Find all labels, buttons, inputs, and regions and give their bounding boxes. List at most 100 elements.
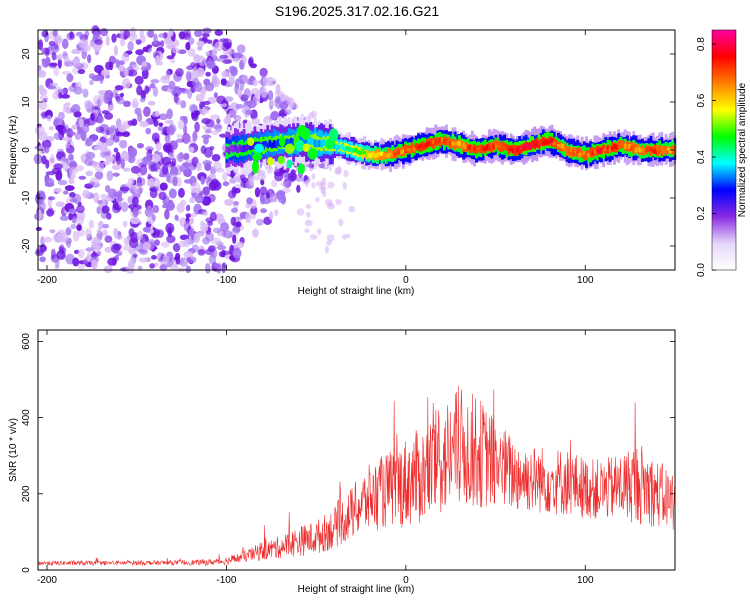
spectrogram-y-tick-label: 10 (21, 96, 32, 108)
spectrogram-noise-mark (239, 59, 244, 70)
spectrogram-y-tick-label: -10 (21, 190, 32, 205)
spectrogram-noise-mark (219, 54, 229, 59)
spectrogram-ridge-mark (537, 140, 541, 149)
spectrogram-noise-mark (243, 88, 251, 99)
spectrogram-ridge-mark (550, 137, 554, 143)
spectrogram-noise-mark (234, 78, 240, 89)
spectrogram-noise-mark (135, 49, 144, 56)
spectrogram-noise-mark (66, 73, 74, 83)
spectrogram-ridge-mark (376, 152, 380, 158)
spectrogram-noise-mark (155, 55, 160, 66)
spectrogram-ridge-mark (656, 146, 659, 151)
spectrogram-noise-mark (268, 99, 276, 107)
snr-panel: -200 -100 0 100 0 200 400 600 Height of straig… (8, 329, 676, 595)
spectrogram-noise-mark (120, 158, 125, 169)
spectrogram-y-tick-label: 0 (21, 147, 32, 153)
spectrogram-ridge-mark (350, 147, 354, 153)
spectrogram-ridge-mark (453, 141, 457, 146)
spectrogram-ridge-mark (589, 151, 593, 155)
spectrogram-ridge-mark (227, 147, 231, 155)
spectrogram-noise-mark (139, 97, 146, 103)
spectrogram-noise-mark (207, 245, 216, 252)
spectrogram-noise-mark (164, 134, 171, 144)
spectrogram-noise-mark (100, 193, 108, 200)
spectrogram-noise-mark (251, 228, 259, 238)
spectrogram-ridge-mark (440, 138, 444, 143)
spectrogram-noise-mark (38, 101, 48, 111)
spectrogram-noise-mark (111, 164, 122, 171)
spectrogram-noise-mark (237, 53, 244, 59)
spectrogram-noise-mark (191, 112, 199, 122)
spectrogram-noise-mark (266, 77, 277, 87)
spectrogram-noise-mark (305, 204, 312, 209)
spectrogram-noise-mark (121, 52, 130, 63)
spectrogram-noise-mark (65, 227, 72, 236)
spectrogram-noise-mark (108, 188, 118, 199)
spectrogram-noise-mark (77, 68, 86, 75)
colorbar-ticks: 0.0 0.2 0.4 0.6 0.8 (696, 37, 716, 277)
spectrogram-noise-mark (188, 37, 195, 45)
spectrogram-noise-mark (93, 192, 100, 203)
spectrogram-noise-mark (260, 198, 265, 205)
spectrogram-ridge-mark (264, 140, 268, 147)
spectrogram-noise-mark (187, 48, 196, 57)
spectrogram-noise-mark (59, 215, 69, 221)
spectrogram-ridge-mark (356, 150, 360, 155)
spectrogram-ridge-mark (554, 141, 558, 146)
colorbar: 0.0 0.2 0.4 0.6 0.8 Normalized spectral ampl… (696, 29, 748, 277)
spectrogram-noise-mark (189, 196, 196, 204)
spectrogram-noise-mark (112, 172, 120, 177)
spectrogram-noise-mark (203, 137, 209, 145)
spectrogram-noise-mark (114, 85, 124, 91)
spectrogram-noise-mark (335, 198, 342, 205)
spectrogram-noise-mark (287, 172, 297, 182)
spectrogram-noise-mark (71, 48, 82, 55)
spectrogram-noise-mark (65, 240, 72, 248)
spectrogram-noise-mark (80, 130, 87, 142)
colorbar-tick-label: 0.2 (696, 206, 707, 220)
spectrogram-noise-mark (101, 205, 110, 214)
spectrogram-noise-mark (35, 226, 43, 231)
spectrogram-noise-mark (93, 30, 99, 40)
spectrogram-noise-mark (134, 75, 144, 85)
spectrogram-ridge-mark (468, 145, 472, 150)
spectrogram-x-tick-label: -200 (37, 275, 57, 286)
spectrogram-noise-mark (41, 47, 50, 55)
spectrogram-noise-mark (170, 58, 176, 64)
spectrogram-noise-mark (197, 249, 206, 256)
spectrogram-blob-mark (325, 138, 335, 150)
spectrogram-noise-mark (139, 120, 149, 128)
spectrogram-noise-mark (113, 136, 120, 143)
spectrogram-noise-mark (202, 58, 207, 66)
spectrogram-noise-mark (82, 189, 91, 199)
spectrogram-noise-mark (106, 170, 114, 181)
spectrogram-ridge-mark (578, 147, 582, 157)
spectrogram-noise-mark (188, 146, 195, 153)
spectrogram-noise-mark (41, 155, 47, 165)
spectrogram-noise-mark (113, 227, 119, 239)
spectrogram-ridge-mark (615, 144, 619, 150)
spectrogram-ridge-mark (274, 140, 278, 149)
spectrogram-ridge-mark (423, 143, 427, 149)
spectrogram-ridge-mark (507, 146, 511, 152)
spectrogram-noise-mark (211, 77, 221, 88)
spectrogram-noise-mark (205, 82, 215, 92)
spectrogram-noise-mark (191, 244, 199, 253)
spectrogram-ridge-mark (427, 141, 431, 145)
spectrogram-noise-mark (49, 153, 55, 165)
spectrogram-ridge-mark (419, 144, 423, 149)
spectrogram-noise-mark (45, 159, 50, 169)
spectrogram-noise-mark (121, 78, 131, 89)
spectrogram-noise-mark (188, 228, 195, 238)
spectrogram-noise-mark (327, 181, 335, 189)
spectrogram-noise-mark (214, 29, 223, 37)
spectrogram-noise-mark (348, 205, 356, 213)
spectrogram-ridge-mark (580, 152, 584, 157)
spectrogram-noise-mark (228, 109, 238, 117)
spectrogram-noise-mark (140, 167, 147, 175)
spectrogram-noise-mark (279, 101, 289, 110)
spectrogram-noise-mark (158, 113, 169, 121)
spectrogram-ridge-mark (462, 142, 466, 148)
spectrogram-noise-mark (185, 265, 191, 274)
